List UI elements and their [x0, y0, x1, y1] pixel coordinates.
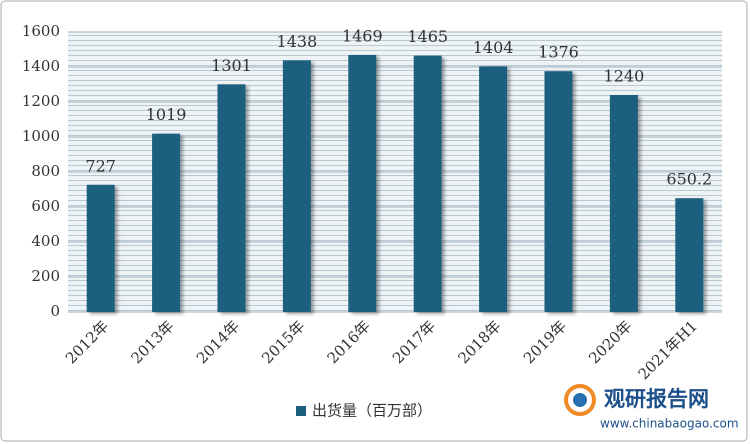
value-label: 650.2 — [666, 170, 712, 189]
y-tick-label: 400 — [31, 232, 60, 250]
bar — [609, 95, 638, 312]
value-label: 1438 — [277, 32, 318, 51]
bar — [348, 54, 377, 313]
bar — [86, 184, 115, 312]
y-tick-label: 800 — [31, 162, 60, 180]
legend-label: 出货量（百万部） — [312, 402, 432, 420]
bar — [544, 71, 573, 312]
value-label: 1240 — [604, 67, 645, 86]
y-tick-label: 600 — [31, 197, 60, 215]
watermark-name: 观研报告网 — [604, 387, 709, 411]
value-label: 1019 — [146, 105, 187, 124]
y-tick-label: 1000 — [22, 127, 60, 145]
bar — [152, 133, 181, 312]
y-tick-label: 200 — [31, 267, 60, 285]
logo — [573, 393, 587, 407]
watermark-url: www.chinabaogao.com — [600, 417, 739, 431]
y-tick-label: 1400 — [22, 57, 60, 75]
y-tick-label: 1600 — [22, 22, 60, 40]
value-label: 727 — [85, 156, 116, 175]
bar — [217, 84, 246, 312]
value-label: 1404 — [473, 38, 514, 57]
bar — [479, 66, 508, 312]
value-label: 1376 — [538, 43, 579, 62]
legend-swatch — [296, 406, 306, 416]
bar — [413, 55, 442, 312]
value-label: 1465 — [407, 27, 448, 46]
logo — [564, 384, 596, 416]
value-label: 1469 — [342, 26, 383, 45]
bar — [282, 60, 311, 312]
y-tick-label: 0 — [50, 302, 60, 320]
value-label: 1301 — [211, 56, 252, 75]
y-tick-label: 1200 — [22, 92, 60, 110]
bar — [675, 198, 704, 312]
